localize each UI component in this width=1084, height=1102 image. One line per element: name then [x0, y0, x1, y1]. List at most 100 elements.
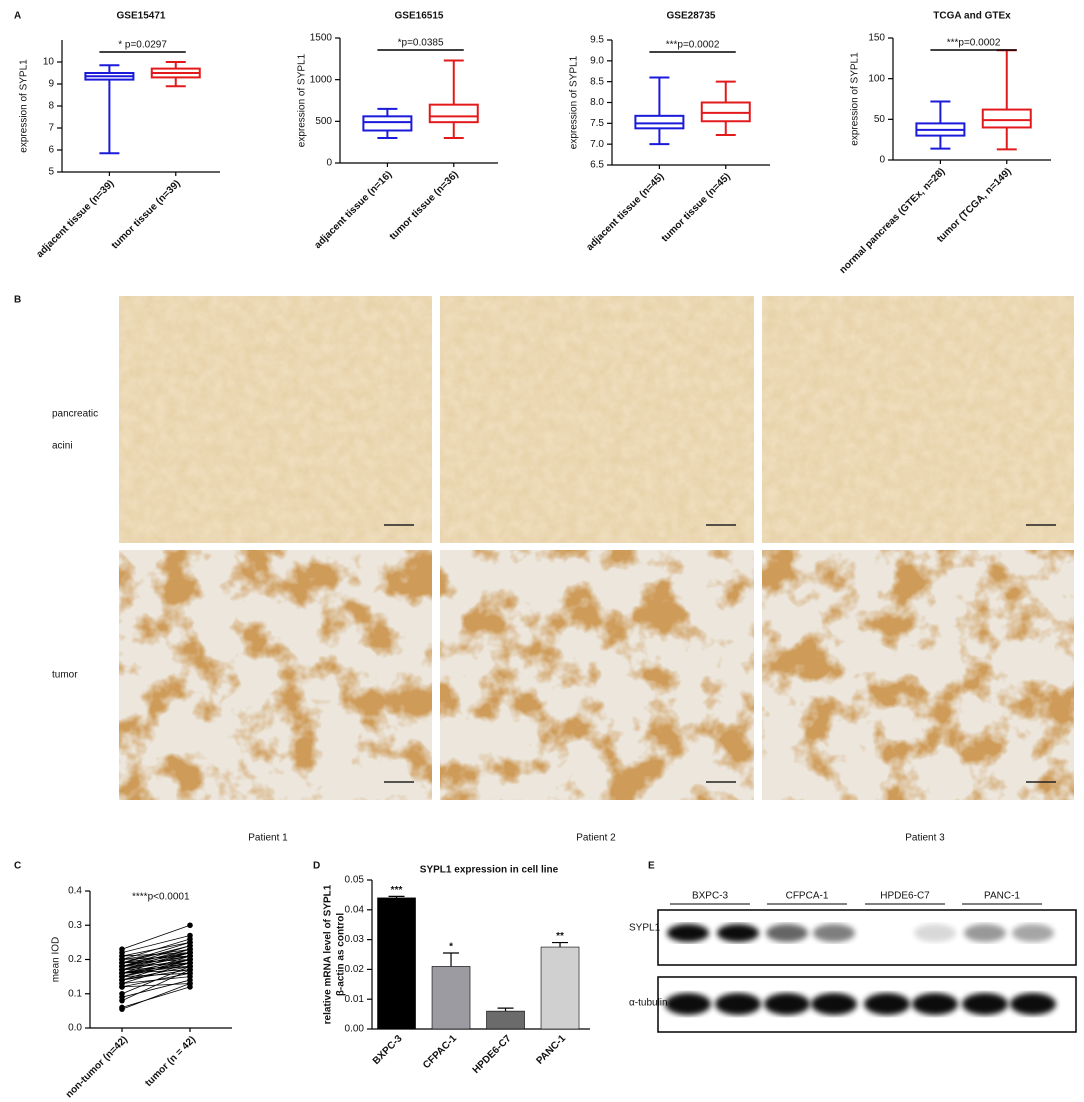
column-label: Patient 3: [905, 833, 945, 844]
box: [981, 108, 1032, 129]
significance-label: ***p=0.0002: [947, 38, 1001, 49]
band: [717, 924, 759, 942]
row-label: SYPL1: [629, 923, 661, 934]
point: [187, 966, 193, 973]
band: [715, 993, 761, 1015]
pair-line: [121, 935, 191, 954]
band: [914, 924, 956, 942]
y-tick-label: 0.1: [68, 988, 82, 999]
bar: [431, 966, 471, 1030]
pair-line: [121, 983, 191, 1010]
bar: [540, 946, 580, 1030]
tissue-image: [119, 296, 432, 543]
x-tick-label: CFPAC-1: [421, 1033, 459, 1071]
pair-line: [121, 938, 191, 960]
y-tick-label: 0.01: [345, 994, 365, 1005]
significance-label: ***: [391, 885, 403, 896]
significance-label: *p=0.0385: [398, 38, 444, 49]
panel-label: A: [14, 11, 21, 22]
y-tick-label: 6: [48, 145, 54, 156]
pair-line: [121, 945, 191, 967]
y-tick-label: 0.3: [68, 920, 82, 931]
x-tick-label: non-tumor (n=42): [64, 1034, 130, 1100]
y-axis-label: expression of SYPL1: [19, 59, 30, 153]
box: [428, 103, 479, 124]
chart-title: SYPL1 expression in cell line: [420, 865, 559, 876]
pair-line: [121, 959, 191, 978]
pair-line: [121, 945, 191, 964]
pair-line: [121, 924, 191, 950]
x-tick-label: tumor tissue (n=39): [110, 178, 183, 251]
row-label: α-tubulin: [629, 998, 668, 1009]
y-tick-label: 0.02: [345, 964, 365, 975]
row-label: pancreatic: [52, 409, 98, 420]
y-tick-label: 7.0: [590, 139, 604, 150]
western-blot: BXPC-3 CFPCA-1 HPDE6-C7 PANC-1 SYPL1 α-tubuli…: [629, 891, 1077, 1033]
tissue-image: [440, 550, 754, 800]
chart-title: GSE28735: [667, 11, 716, 22]
row-label: tumor: [52, 670, 78, 681]
y-axis-label: β-actin as control: [336, 913, 347, 997]
lane-group-label: CFPCA-1: [786, 891, 829, 902]
y-tick-label: 1000: [310, 74, 333, 85]
point: [119, 1006, 125, 1012]
y-tick-label: 7: [48, 123, 54, 134]
band: [764, 993, 810, 1015]
pair-line: [121, 979, 191, 998]
y-tick-label: 6.5: [590, 160, 604, 171]
column-label: Patient 2: [576, 833, 616, 844]
y-tick-label: 150: [868, 33, 885, 44]
y-tick-label: 8.5: [590, 76, 604, 87]
y-tick-label: 8: [48, 101, 54, 112]
tissue-image: [119, 550, 432, 800]
y-axis-label: expression of SYPL1: [297, 53, 308, 147]
column-label: Patient 1: [248, 833, 288, 844]
y-tick-label: 0.05: [345, 875, 365, 886]
band: [912, 993, 958, 1015]
pair-line: [121, 948, 191, 967]
band: [1012, 924, 1054, 942]
pair-line: [121, 969, 191, 974]
y-tick-label: 0.2: [68, 954, 82, 965]
y-tick-label: 0: [879, 155, 885, 166]
y-axis-label: expression of SYPL1: [850, 52, 861, 146]
significance-label: ***p=0.0002: [666, 40, 720, 51]
y-tick-label: 0.0: [68, 1023, 82, 1034]
x-tick-label: adjacent tissue (n=45): [585, 171, 667, 253]
x-tick-label: normal pancreas (GTEx, n=28): [838, 166, 948, 276]
row-label: acini: [52, 441, 73, 452]
histology: pancreatic acini tumor Patient 1 Patient 2 Pa…: [52, 296, 1074, 844]
band: [811, 993, 857, 1015]
band: [1010, 993, 1056, 1015]
x-tick-label: HPDE6-C7: [471, 1033, 514, 1076]
tissue-image: [762, 296, 1074, 543]
band: [665, 993, 711, 1015]
point: [187, 980, 193, 987]
tissue-image: [440, 296, 754, 543]
y-tick-label: 100: [868, 73, 885, 84]
band: [766, 924, 808, 942]
y-tick-label: 50: [874, 114, 886, 125]
band: [667, 924, 709, 942]
x-tick-label: tumor tissue (n=45): [660, 171, 733, 244]
panel-label: E: [648, 861, 655, 872]
x-tick-label: BXPC-3: [371, 1033, 405, 1067]
panel-label: C: [14, 861, 21, 872]
y-tick-label: 9.0: [590, 55, 604, 66]
pair-line: [121, 952, 191, 974]
pair-line: [121, 959, 191, 981]
y-tick-label: 8.0: [590, 97, 604, 108]
x-tick-label: adjacent tissue (n=39): [35, 178, 117, 260]
pair-line: [121, 941, 191, 964]
y-axis-label: expression of SYPL1: [569, 55, 580, 149]
pair-line: [121, 948, 191, 971]
y-tick-label: 5: [48, 167, 54, 178]
y-tick-label: 0.00: [345, 1024, 365, 1035]
x-tick-label: PANC-1: [534, 1033, 568, 1067]
lane-group-label: HPDE6-C7: [880, 891, 930, 902]
pair-line: [121, 986, 191, 1008]
pair-line: [121, 969, 191, 1001]
lane-group-label: PANC-1: [984, 891, 1020, 902]
chart-title: TCGA and GTEx: [933, 11, 1011, 22]
